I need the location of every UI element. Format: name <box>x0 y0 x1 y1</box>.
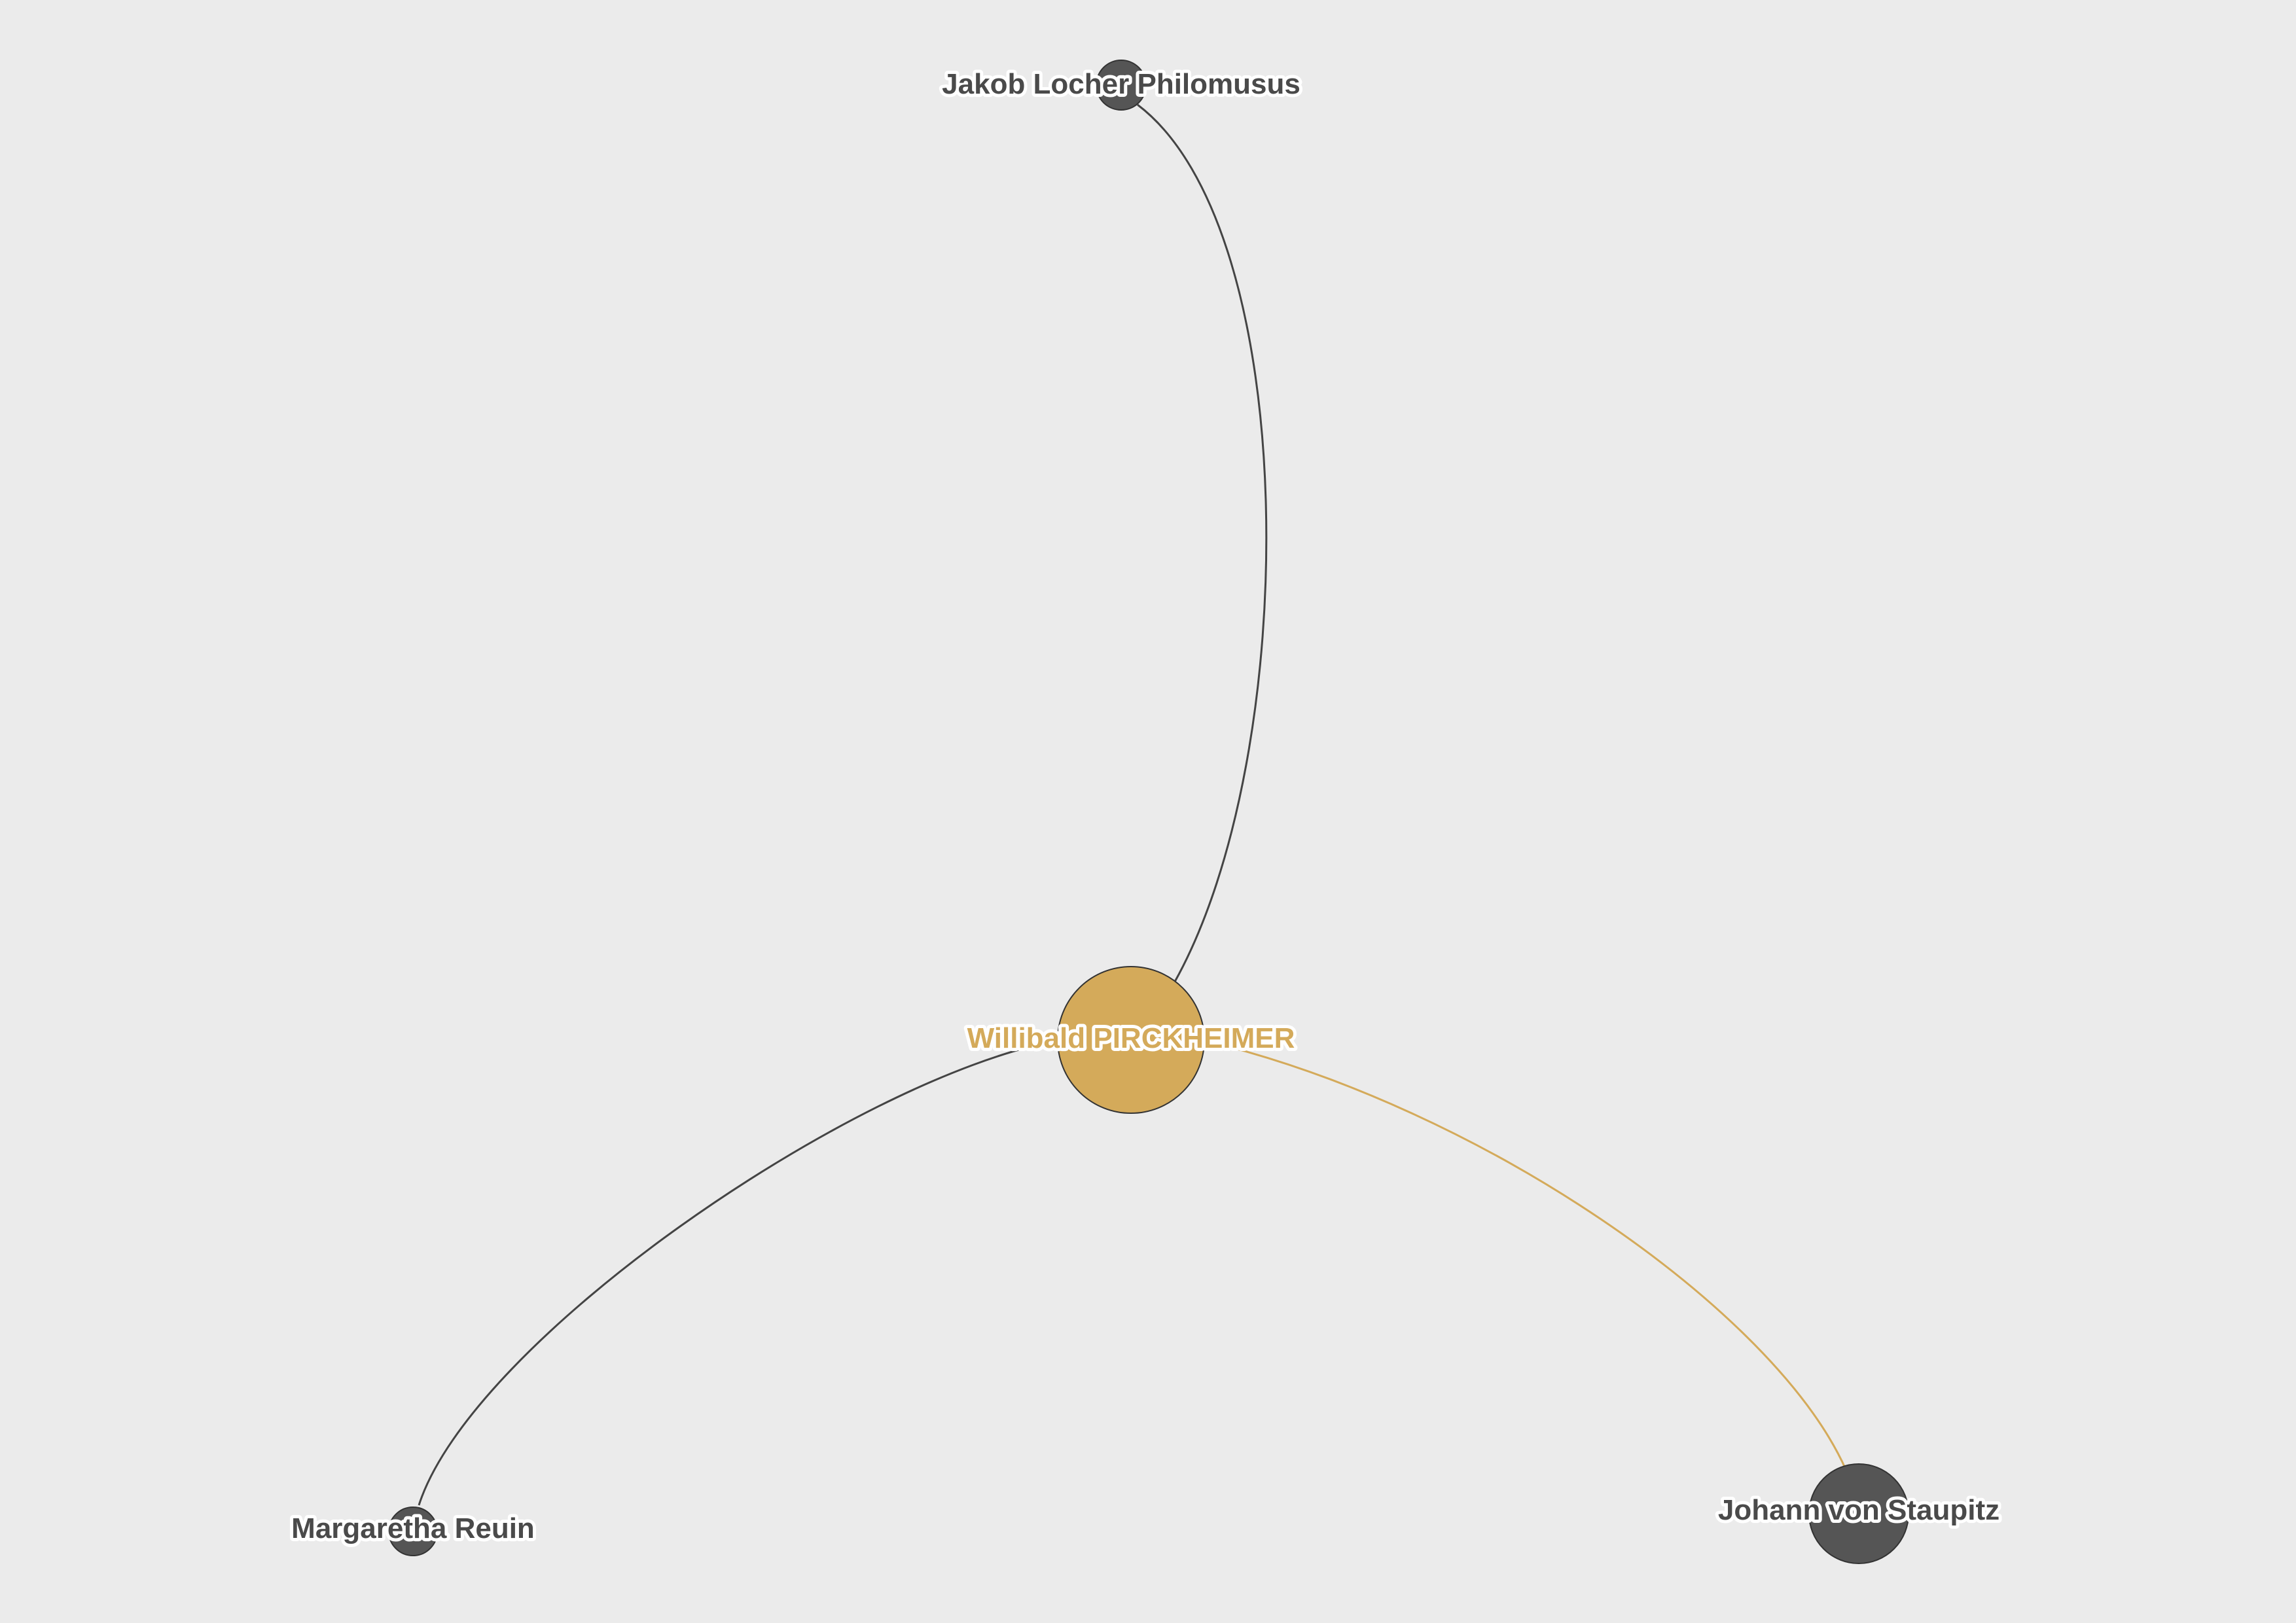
edge-pirckheimer-reuin <box>418 1039 1058 1506</box>
edge-pirckheimer-locher <box>1137 103 1268 982</box>
label-jakob-locher-philomusus: Jakob Locher Philomusus <box>942 68 1300 100</box>
node-jakob-locher-philomusus[interactable] <box>1096 60 1147 111</box>
label-margaretha-reuin: Margaretha Reuin <box>291 1512 535 1544</box>
edge-pirckheimer-staupitz <box>1204 1039 1847 1470</box>
node-margaretha-reuin[interactable] <box>388 1507 438 1556</box>
node-willibald-pirckheimer[interactable] <box>1057 966 1205 1114</box>
node-johann-von-staupitz[interactable] <box>1808 1463 1909 1564</box>
label-willibald-pirckheimer: Willibald PIRCKHEIMER <box>967 1022 1295 1054</box>
label-johann-von-staupitz: Johann von Staupitz <box>1718 1494 2000 1526</box>
